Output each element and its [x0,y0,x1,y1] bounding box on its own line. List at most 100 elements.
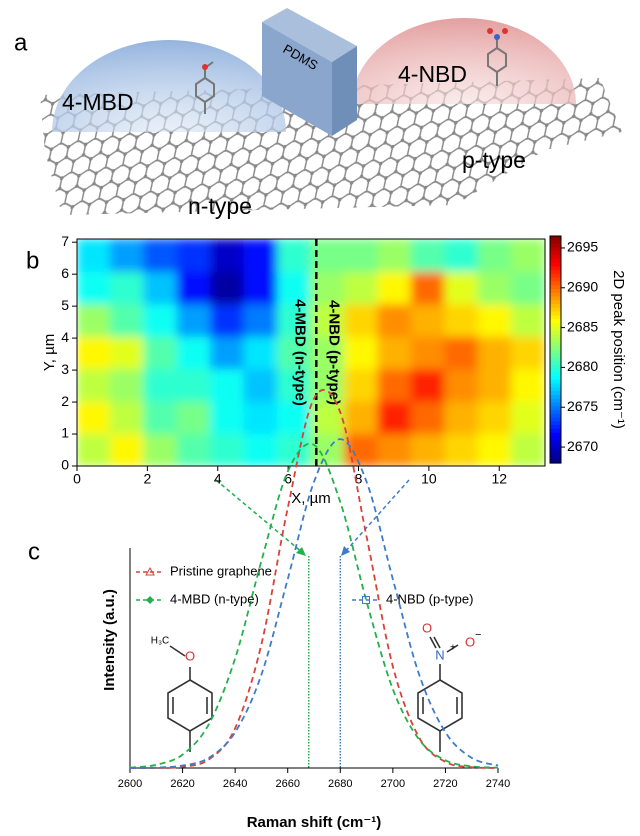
heatmap-cell [243,400,279,435]
heatmap-cell [343,270,379,305]
colorbar-step [550,432,561,438]
panel-label: a [14,29,28,56]
y-tick-label: 4 [61,329,69,345]
y-tick-label: 1 [61,425,69,441]
heatmap-cell [343,368,379,402]
data-line [129,438,499,769]
atom-label: O [185,648,195,663]
colorbar-step [550,387,561,392]
heatmap-cell [410,303,446,337]
colorbar-step [550,345,561,351]
heatmap-cell [511,239,545,272]
colorbar-step [550,421,561,426]
x-tick-label: 2600 [118,778,142,790]
colorbar-step [550,334,561,339]
heatmap-cell [77,433,111,466]
x-tick-label: 2660 [275,778,299,790]
heatmap-cell [243,303,279,337]
colorbar-step [550,304,561,309]
x-tick-label: 10 [421,471,437,487]
colorbar-step [550,455,561,460]
legend-marker [362,596,370,604]
colorbar-step [550,379,561,385]
colorbar-step [550,394,561,400]
x-tick-label: 6 [284,471,292,487]
heatmap-cell [444,303,479,337]
heatmap-cell [109,433,145,466]
heatmap-cell [243,433,279,466]
heatmap-cell [477,303,513,337]
heatmap-cell [109,400,145,435]
atom [502,28,508,34]
heatmap-cell [477,335,513,370]
heatmap-cell [143,239,178,272]
heatmap-cell [277,368,312,402]
heatmap-cell [410,270,446,305]
heatmap-cell [176,335,212,370]
graphene-illustration [40,8,622,215]
heatmap-cell [343,303,379,337]
divider-label: 4-NBD (p-type) [325,300,342,405]
heatmap-cell [277,270,312,305]
heatmap-cell [377,335,412,370]
heatmap-cell [210,400,245,435]
colorbar-step [550,315,561,320]
x-tick-label: 2720 [433,778,457,790]
heatmap-cell [210,270,245,305]
colorbar-step [550,296,561,301]
heatmap-cell [77,239,111,272]
heatmap-cell [477,239,513,272]
colorbar-step [550,270,561,275]
heatmap-cell [143,433,178,466]
y-tick-label: 7 [61,233,69,249]
colorbar-step [550,398,561,404]
heatmap-cell [444,335,479,370]
colorbar-step [550,307,561,313]
charge-label: − [475,629,481,641]
colorbar-step [550,243,561,248]
heatmap-cell [277,303,312,337]
molecule-icon [195,38,507,114]
colorbar-tick-label: 2685 [567,318,598,334]
heatmap-cell [511,400,545,435]
pdms-side [332,46,357,136]
heatmap-cell [210,368,245,402]
colorbar-step [550,239,561,245]
colorbar-step [550,375,561,381]
colorbar-step [550,330,561,335]
p-dome [352,18,576,104]
colorbar-step [550,447,561,453]
colorbar-step [550,300,561,305]
heatmap-cell [243,335,279,370]
colorbar-step [550,459,561,464]
heatmap-cell [277,433,312,466]
x-tick-label: 2680 [328,778,352,790]
colorbar-step [550,383,561,388]
y-tick-label: 5 [61,297,69,313]
legend-label: 4-MBD (n-type) [170,591,259,606]
colorbar-tick-label: 2680 [567,358,598,374]
heatmap-cell [410,368,446,402]
legend-marker [146,596,154,604]
colorbar-step [550,357,561,362]
heatmap-cell [410,335,446,370]
heatmap-cell [143,335,178,370]
heatmap-cell [377,239,412,272]
colorbar-tick-label: 2670 [567,438,598,454]
pdms-top [262,8,357,62]
x-tick-label: 2700 [381,778,405,790]
heatmap-cell [444,400,479,435]
heatmap-cell [143,270,178,305]
divider-label: 4-MBD (n-type) [291,299,308,406]
heatmap-cell [77,270,111,305]
colorbar-step [550,288,561,294]
colorbar-step [550,436,561,441]
heatmap-cell [176,433,212,466]
y-tick-label: 2 [61,393,69,409]
colorbar-step [550,451,561,457]
colorbar-step [550,349,561,354]
x-axis-label: X, µm [291,490,330,507]
colorbar-step [550,440,561,445]
colorbar-step [550,258,561,264]
x-tick-label: 4 [214,471,222,487]
